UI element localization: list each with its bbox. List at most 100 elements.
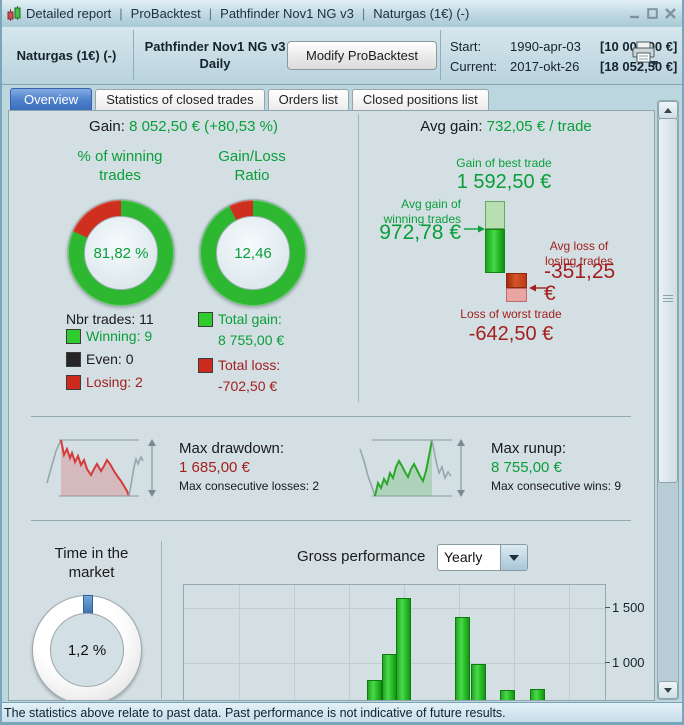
avg-gain-summary: Avg gain: 732,05 € / trade	[358, 118, 654, 135]
winning-donut-title: % of winning trades	[77, 148, 163, 184]
gross-performance-plot	[183, 584, 606, 700]
current-label: Current:	[450, 59, 497, 74]
title-bar: Detailed reportProBacktestPathfinder Nov…	[0, 0, 684, 28]
scroll-up-button[interactable]	[658, 101, 678, 119]
system-name-block: Pathfinder Nov1 NG v3 Daily	[140, 38, 290, 72]
tab-overview[interactable]: Overview	[10, 88, 93, 110]
scroll-down-button[interactable]	[658, 681, 678, 699]
worst-trade-bar-segment	[506, 288, 527, 302]
arrow-up-icon	[664, 107, 672, 113]
gain-summary: Gain: 8 052,50 € (+80,53 %)	[9, 118, 358, 135]
avg-loss-arrow-icon	[529, 284, 547, 292]
avg-gain-value: 732,05 € / trade	[486, 118, 592, 135]
maximize-button[interactable]	[647, 8, 658, 19]
column-divider	[358, 114, 359, 402]
max-consecutive-losses: Max consecutive losses: 2	[179, 479, 320, 493]
winning-legend-label: Winning: 9	[86, 328, 153, 344]
avg-win-label: Avg gain of winning trades	[383, 197, 461, 226]
gross-performance-label: Gross performance	[297, 548, 426, 565]
gp-bar	[530, 688, 545, 700]
avg-win-arrow-icon	[464, 225, 485, 233]
candlestick-app-icon	[7, 6, 21, 21]
total-loss-swatch	[198, 358, 213, 373]
vertical-scrollbar[interactable]	[657, 100, 679, 700]
instrument-name: Naturgas (1€) (-)	[16, 48, 117, 63]
gp-bar	[455, 616, 470, 700]
gain-label: Gain:	[89, 118, 125, 135]
window-border	[0, 0, 2, 725]
gridline	[184, 608, 605, 609]
runup-sparkline	[359, 439, 465, 497]
even-legend-swatch	[66, 352, 81, 367]
header-separator	[440, 30, 441, 80]
column-divider	[161, 541, 162, 699]
y-axis-tick-label: 1 000	[612, 655, 645, 670]
status-bar: The statistics above relate to past data…	[0, 702, 684, 722]
losing-legend-swatch	[66, 375, 81, 390]
gridline	[569, 585, 570, 700]
period-select[interactable]: Yearly	[437, 544, 528, 571]
even-legend-label: Even: 0	[86, 351, 134, 367]
max-runup-label: Max runup:	[491, 440, 567, 457]
tab-bar: Overview Statistics of closed trades Ord…	[10, 88, 492, 110]
max-runup-value: 8 755,00 €	[491, 459, 562, 476]
close-button[interactable]	[665, 8, 676, 19]
section-divider	[31, 416, 631, 417]
scrollbar-thumb[interactable]	[658, 118, 678, 483]
overview-panel: Gain: 8 052,50 € (+80,53 %) Avg gain: 73…	[8, 110, 655, 701]
gridline	[349, 585, 350, 700]
gp-bar	[382, 654, 397, 700]
best-trade-label: Gain of best trade	[456, 156, 552, 170]
avg-loss-label: Avg loss of losing trades	[544, 239, 614, 268]
window-border	[682, 0, 684, 725]
time-in-market-gauge: 1,2 %	[32, 595, 142, 700]
tab-closed-positions-list[interactable]: Closed positions list	[351, 89, 489, 110]
total-gain-swatch	[198, 312, 213, 327]
total-gain-label: Total gain:	[218, 311, 282, 327]
title-part: Detailed report	[26, 6, 112, 21]
scrollbar-grip	[663, 295, 673, 304]
winning-legend-swatch	[66, 329, 81, 344]
y-axis-tick-label: 1 500	[612, 600, 645, 615]
account-dates: Start: 1990-apr-03 [10 000,00 €] Current…	[450, 37, 677, 77]
ratio-donut-title: Gain/Loss Ratio	[218, 148, 286, 184]
current-date: 2017-okt-26	[510, 59, 580, 74]
avg-win-value: 972,78 €	[379, 221, 461, 244]
modify-probacktest-button[interactable]: Modify ProBacktest	[287, 41, 437, 70]
gridline	[294, 585, 295, 700]
worst-trade-value: -642,50 €	[468, 323, 554, 345]
header-separator	[133, 30, 134, 80]
gridline	[514, 585, 515, 700]
gridline	[239, 585, 240, 700]
ratio-donut-value: 12,46	[234, 244, 272, 262]
period-select-button[interactable]	[500, 545, 527, 570]
max-drawdown-value: 1 685,00 €	[179, 459, 250, 476]
winning-trades-donut-ring: 81,82 %	[67, 199, 175, 307]
title-part: ProBacktest	[111, 6, 200, 21]
gp-bar	[367, 680, 382, 700]
section-divider	[31, 520, 631, 521]
period-selected-value: Yearly	[444, 549, 483, 565]
window-title: Detailed reportProBacktestPathfinder Nov…	[26, 6, 469, 21]
title-part: Naturgas (1€) (-)	[354, 6, 469, 21]
total-gain-value: 8 755,00 €	[218, 332, 285, 348]
avg-gain-label: Avg gain:	[420, 118, 483, 135]
max-drawdown-label: Max drawdown:	[179, 440, 285, 457]
time-in-market-value: 1,2 %	[67, 641, 107, 659]
tab-statistics-of-closed-trades[interactable]: Statistics of closed trades	[95, 89, 265, 110]
gain-loss-ratio-donut-ring: 12,46	[199, 199, 307, 307]
losing-legend-label: Losing: 2	[86, 374, 143, 390]
window-border	[0, 722, 684, 725]
system-timeframe: Daily	[199, 56, 231, 71]
avg-win-bar-segment	[485, 229, 505, 273]
current-value: [18 052,50 €]	[600, 59, 678, 74]
minimize-button[interactable]	[629, 8, 640, 19]
nbr-trades: Nbr trades: 11	[66, 311, 154, 327]
print-icon[interactable]	[630, 40, 658, 71]
tab-orders-list[interactable]: Orders list	[267, 89, 349, 110]
total-loss-label: Total loss:	[218, 357, 281, 373]
avg-loss-value: -351,25 €	[544, 260, 616, 305]
max-consecutive-wins: Max consecutive wins: 9	[491, 479, 622, 493]
time-in-market-title: Time in the market	[54, 545, 129, 581]
chevron-down-icon	[509, 554, 519, 561]
